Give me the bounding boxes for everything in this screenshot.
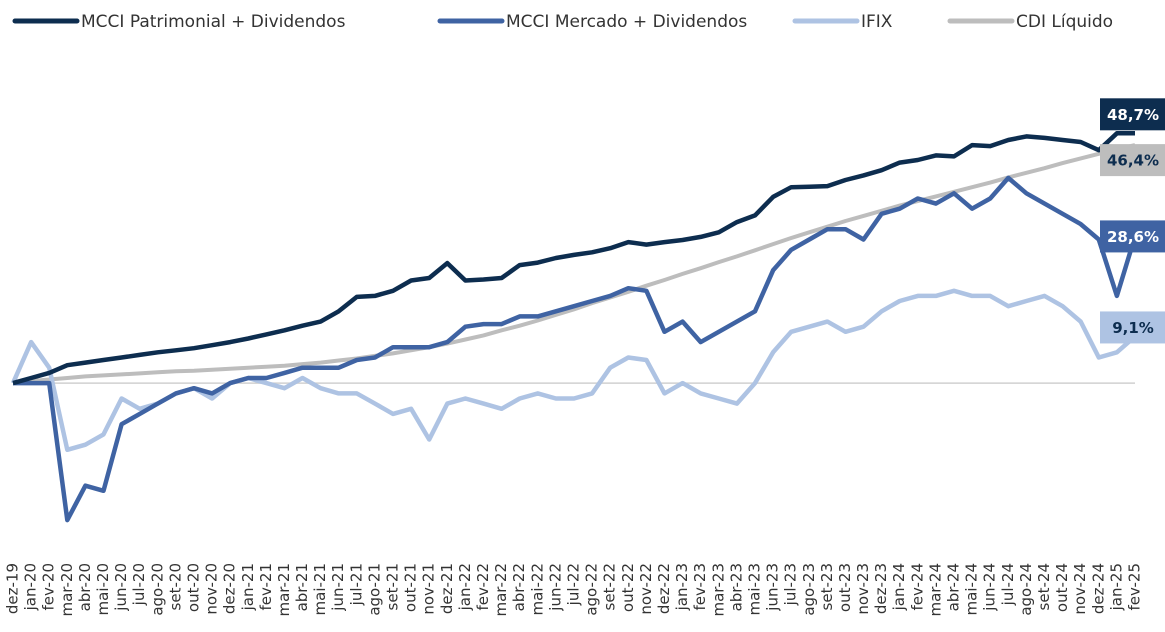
series-line xyxy=(12,143,1136,386)
x-tick-label: fev-24 xyxy=(908,563,926,610)
x-tick-label: jan-21 xyxy=(239,563,257,611)
end-label-box xyxy=(1100,144,1165,177)
end-label: 46,4% xyxy=(1107,152,1159,170)
x-tick-label: jun-22 xyxy=(546,563,564,612)
x-tick-label: out-24 xyxy=(1053,563,1071,612)
x-tick-label: nov-22 xyxy=(637,563,655,615)
x-tick-label: set-22 xyxy=(601,563,619,610)
x-tick-label: jul-24 xyxy=(999,563,1017,606)
x-tick-label: mar-20 xyxy=(58,563,76,617)
x-tick-label: mar-23 xyxy=(709,563,727,617)
x-tick-label: ago-22 xyxy=(583,563,601,616)
end-label: 48,7% xyxy=(1107,106,1159,124)
x-tick-label: mar-22 xyxy=(492,563,510,617)
x-tick-label: mai-23 xyxy=(745,563,763,615)
x-tick-label: nov-20 xyxy=(203,563,221,615)
legend-label: MCCI Patrimonial + Dividendos xyxy=(81,12,346,32)
x-tick-label: mar-24 xyxy=(926,563,944,617)
x-tick-label: jun-24 xyxy=(981,563,999,612)
x-tick-label: mai-22 xyxy=(528,563,546,615)
x-tick-label: dez-23 xyxy=(872,563,890,614)
x-tick-label: out-23 xyxy=(836,563,854,612)
x-tick-label: jun-21 xyxy=(329,563,347,612)
legend-label: CDI Líquido xyxy=(1016,12,1113,32)
x-tick-label: nov-21 xyxy=(420,563,438,615)
x-tick-label: jun-23 xyxy=(764,563,782,612)
x-tick-label: abr-21 xyxy=(293,563,311,611)
x-tick-label: dez-22 xyxy=(655,563,673,614)
x-tick-label: jan-23 xyxy=(673,563,691,611)
x-tick-label: mai-21 xyxy=(311,563,329,615)
x-tick-label: jul-22 xyxy=(565,563,583,606)
x-tick-label: jan-25 xyxy=(1107,563,1125,611)
x-tick-label: jan-24 xyxy=(890,563,908,611)
x-tick-label: abr-22 xyxy=(510,563,528,611)
x-tick-label: mai-24 xyxy=(963,563,981,615)
x-tick-label: jan-22 xyxy=(456,563,474,611)
x-tick-label: fev-23 xyxy=(691,563,709,610)
x-tick-label: nov-24 xyxy=(1071,563,1089,615)
x-tick-label: fev-20 xyxy=(40,563,58,610)
legend-label: IFIX xyxy=(861,12,893,32)
x-tick-label: mai-20 xyxy=(94,563,112,615)
x-tick-label: dez-19 xyxy=(4,563,22,614)
x-tick-label: jul-21 xyxy=(347,563,365,606)
legend-label: MCCI Mercado + Dividendos xyxy=(506,12,747,32)
x-tick-label: ago-23 xyxy=(800,563,818,616)
x-tick-label: set-20 xyxy=(166,563,184,610)
x-tick-label: jul-20 xyxy=(130,563,148,606)
x-tick-label: out-22 xyxy=(619,563,637,612)
x-tick-label: out-21 xyxy=(402,563,420,612)
x-tick-label: set-21 xyxy=(384,563,402,610)
x-tick-label: ago-21 xyxy=(365,563,383,616)
x-tick-label: set-23 xyxy=(818,563,836,610)
x-tick-label: out-20 xyxy=(184,563,202,612)
x-tick-label: ago-24 xyxy=(1017,563,1035,616)
end-label: 28,6% xyxy=(1107,228,1159,246)
x-tick-label: abr-20 xyxy=(76,563,94,611)
x-tick-label: dez-20 xyxy=(221,563,239,614)
x-tick-label: mar-21 xyxy=(275,563,293,617)
x-tick-label: fev-25 xyxy=(1126,563,1144,610)
series-line xyxy=(12,131,1135,386)
x-tick-label: fev-22 xyxy=(474,563,492,610)
x-tick-label: jul-23 xyxy=(782,563,800,606)
end-label: 9,1% xyxy=(1112,319,1154,337)
x-tick-label: ago-20 xyxy=(148,563,166,616)
x-tick-label: dez-21 xyxy=(438,563,456,614)
x-tick-label: nov-23 xyxy=(854,563,872,615)
end-label-box xyxy=(1100,220,1165,253)
series-line xyxy=(13,175,1138,523)
x-tick-label: set-24 xyxy=(1035,563,1053,610)
end-label-box xyxy=(1100,98,1165,131)
x-tick-label: jun-20 xyxy=(112,563,130,612)
x-tick-label: abr-23 xyxy=(727,563,745,611)
x-tick-label: abr-24 xyxy=(945,563,963,611)
end-label-box xyxy=(1100,311,1165,344)
x-tick-label: fev-21 xyxy=(257,563,275,610)
x-tick-label: dez-24 xyxy=(1089,563,1107,614)
x-tick-label: jan-20 xyxy=(22,563,40,611)
